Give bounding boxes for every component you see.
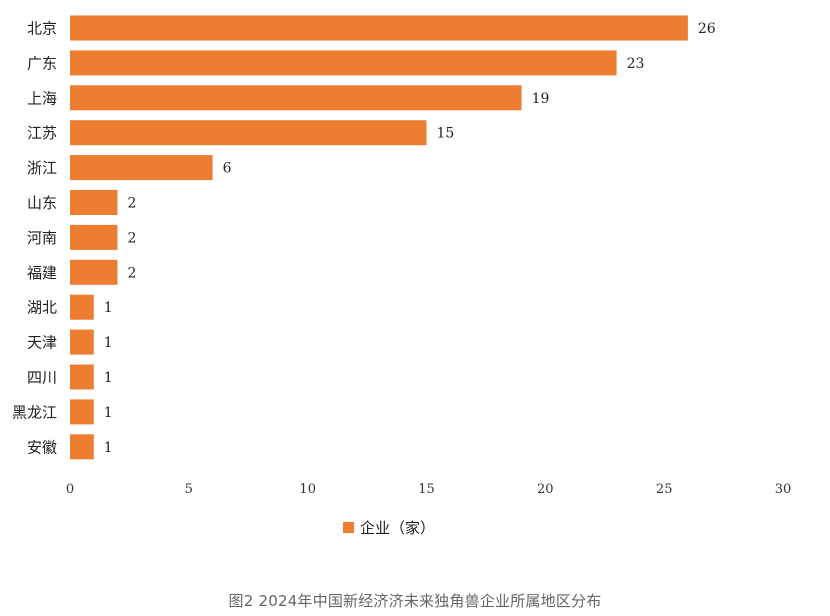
bar-2 xyxy=(70,85,522,111)
value-label-9: 1 xyxy=(104,335,113,351)
value-label-2: 19 xyxy=(532,91,550,107)
value-label-7: 2 xyxy=(128,265,137,281)
bar-12 xyxy=(70,434,94,460)
value-label-4: 6 xyxy=(223,161,232,177)
bar-4 xyxy=(70,155,213,181)
category-label-0: 北京 xyxy=(27,20,57,38)
x-tick-label-6: 30 xyxy=(775,482,792,497)
category-label-1: 广东 xyxy=(27,54,57,72)
category-label-6: 河南 xyxy=(27,229,57,247)
x-tick-label-2: 10 xyxy=(299,482,316,497)
bar-11 xyxy=(70,399,94,425)
value-label-1: 23 xyxy=(627,56,645,72)
value-label-0: 26 xyxy=(698,21,716,37)
bar-7 xyxy=(70,259,118,285)
category-label-11: 黑龙江 xyxy=(12,403,57,421)
bar-5 xyxy=(70,190,118,215)
legend-swatch xyxy=(343,522,354,533)
value-label-8: 1 xyxy=(104,300,113,316)
category-label-2: 上海 xyxy=(27,89,57,107)
category-label-7: 福建 xyxy=(27,264,57,282)
value-labels: 26 23 19 15 6 2 2 2 1 1 1 1 1 xyxy=(104,21,716,456)
x-tick-label-4: 20 xyxy=(537,482,554,497)
bars-group xyxy=(70,15,688,460)
bar-3 xyxy=(70,120,427,146)
value-label-11: 1 xyxy=(104,405,113,421)
bar-0 xyxy=(70,15,688,41)
figure-caption: 图2 2024年中国新经济济未来独角兽企业所属地区分布 xyxy=(228,592,602,610)
category-label-9: 天津 xyxy=(27,334,57,352)
value-label-6: 2 xyxy=(128,230,137,246)
value-label-12: 1 xyxy=(104,440,113,456)
value-label-5: 2 xyxy=(128,196,137,212)
category-label-3: 江苏 xyxy=(27,124,57,142)
legend: 企业（家） xyxy=(343,519,435,537)
category-label-5: 山东 xyxy=(27,194,57,212)
bar-6 xyxy=(70,224,118,250)
x-tick-label-1: 5 xyxy=(185,482,193,497)
x-axis-ticks: 0 5 10 15 20 25 30 xyxy=(66,482,791,497)
x-tick-label-5: 25 xyxy=(656,482,673,497)
category-label-4: 浙江 xyxy=(27,159,57,177)
legend-label: 企业（家） xyxy=(360,519,435,537)
value-label-10: 1 xyxy=(104,370,113,386)
value-label-3: 15 xyxy=(437,126,455,142)
category-label-8: 湖北 xyxy=(27,299,57,317)
category-label-12: 安徽 xyxy=(27,438,57,456)
bar-10 xyxy=(70,364,94,390)
bar-9 xyxy=(70,329,94,355)
x-tick-label-0: 0 xyxy=(66,482,74,497)
bar-8 xyxy=(70,294,94,320)
category-label-10: 四川 xyxy=(27,369,57,387)
x-tick-label-3: 15 xyxy=(418,482,435,497)
bar-1 xyxy=(70,50,617,76)
